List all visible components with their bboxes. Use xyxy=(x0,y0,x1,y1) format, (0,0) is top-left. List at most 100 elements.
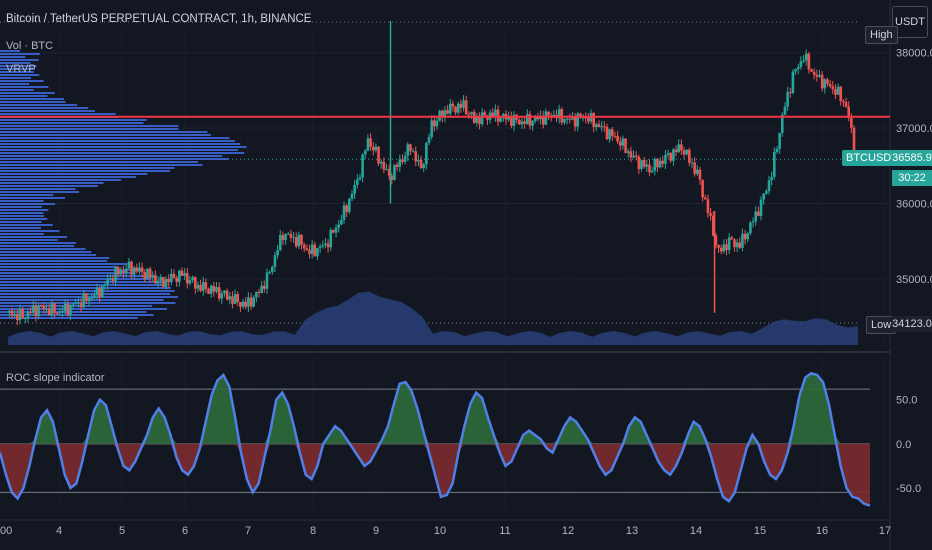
profile-bar xyxy=(0,56,26,58)
profile-bar xyxy=(0,236,68,238)
candle-body xyxy=(815,74,819,77)
candle-body xyxy=(685,149,688,155)
candle-body xyxy=(573,117,577,127)
candle-body xyxy=(525,114,529,124)
candle-body xyxy=(727,237,731,251)
candle-body xyxy=(61,311,64,313)
candle-body xyxy=(69,304,72,316)
candle-body xyxy=(688,149,691,163)
candle-body xyxy=(77,302,80,304)
profile-bar xyxy=(0,224,53,226)
candle-body xyxy=(735,242,739,248)
candle-body xyxy=(767,180,771,192)
legend-roc[interactable]: ROC slope indicator xyxy=(6,372,105,384)
candle-body xyxy=(188,279,192,284)
candle-body xyxy=(616,135,619,142)
profile-bar xyxy=(0,200,44,202)
candle-body xyxy=(401,159,404,162)
candle-body xyxy=(523,121,526,124)
profile-bar xyxy=(0,143,241,145)
candle-body xyxy=(103,284,107,286)
profile-bar xyxy=(0,263,128,265)
profile-bar xyxy=(0,305,153,307)
profile-bar xyxy=(0,182,104,184)
profile-bar xyxy=(0,245,74,247)
candle-body xyxy=(278,235,282,251)
candle-body xyxy=(355,179,359,185)
candle-body xyxy=(66,303,70,316)
x-tick-label: 11 xyxy=(499,525,510,537)
candle-body xyxy=(15,313,19,321)
candle-body xyxy=(180,270,184,276)
candle-body xyxy=(682,150,686,155)
profile-bar xyxy=(0,59,39,61)
candle-body xyxy=(618,141,622,146)
y-tick-label: 36000.0 xyxy=(896,198,932,210)
candle-body xyxy=(706,199,710,214)
profile-bar xyxy=(0,122,144,124)
candle-body xyxy=(403,155,407,162)
candle-body xyxy=(470,111,473,115)
candle-body xyxy=(812,71,816,75)
candle-body xyxy=(459,103,463,108)
currency-button[interactable]: USDT xyxy=(892,6,928,38)
volume-profile xyxy=(0,50,247,319)
profile-bar xyxy=(0,104,78,106)
candle-body xyxy=(491,112,495,118)
profile-bar xyxy=(0,221,42,223)
candle-body xyxy=(371,146,375,151)
candle-body xyxy=(231,296,234,304)
candle-body xyxy=(276,250,279,256)
candle-body xyxy=(244,301,248,307)
profile-bar xyxy=(0,218,48,220)
candle-body xyxy=(648,164,651,173)
candle-body xyxy=(318,246,322,248)
profile-bar xyxy=(0,98,64,100)
profile-bar xyxy=(0,164,203,166)
candles[interactable] xyxy=(8,20,858,326)
profile-bar xyxy=(0,137,230,139)
candle-body xyxy=(701,179,704,198)
profile-bar xyxy=(0,62,31,64)
profile-bar xyxy=(0,119,147,121)
candle-body xyxy=(587,118,590,122)
y-tick-label: 37000.0 xyxy=(896,123,932,135)
candle-body xyxy=(576,113,580,127)
profile-bar xyxy=(0,155,223,157)
candle-body xyxy=(292,237,295,239)
candle-body xyxy=(175,277,178,282)
candle-body xyxy=(451,103,455,107)
roc-indicator[interactable] xyxy=(0,371,871,507)
candle-body xyxy=(597,124,601,127)
candle-body xyxy=(414,151,418,162)
candle-body xyxy=(467,114,471,116)
candle-body xyxy=(130,261,133,275)
profile-bar xyxy=(0,266,119,268)
candle-body xyxy=(536,117,540,120)
candle-body xyxy=(228,296,232,300)
candle-body xyxy=(544,111,548,125)
candle-body xyxy=(377,146,380,164)
candle-body xyxy=(308,249,311,254)
candle-body xyxy=(58,312,62,314)
candle-body xyxy=(353,184,356,194)
candle-body xyxy=(135,267,139,272)
candle-body xyxy=(53,303,56,314)
candle-body xyxy=(719,247,723,252)
candle-body xyxy=(167,278,171,283)
candle-body xyxy=(433,120,436,127)
candle-body xyxy=(178,270,181,282)
legend-volume[interactable]: Vol · BTC xyxy=(6,40,54,52)
candle-body xyxy=(780,114,784,133)
candle-body xyxy=(475,117,479,123)
candle-body xyxy=(196,284,200,289)
profile-bar xyxy=(0,317,138,319)
candle-body xyxy=(642,160,646,167)
candle-body xyxy=(427,137,431,143)
candle-body xyxy=(807,53,811,70)
profile-bar xyxy=(0,167,175,169)
legend-vrvp[interactable]: VRVP xyxy=(6,63,36,75)
candle-body xyxy=(324,243,327,246)
candle-body xyxy=(236,294,240,302)
profile-bar xyxy=(0,131,208,133)
